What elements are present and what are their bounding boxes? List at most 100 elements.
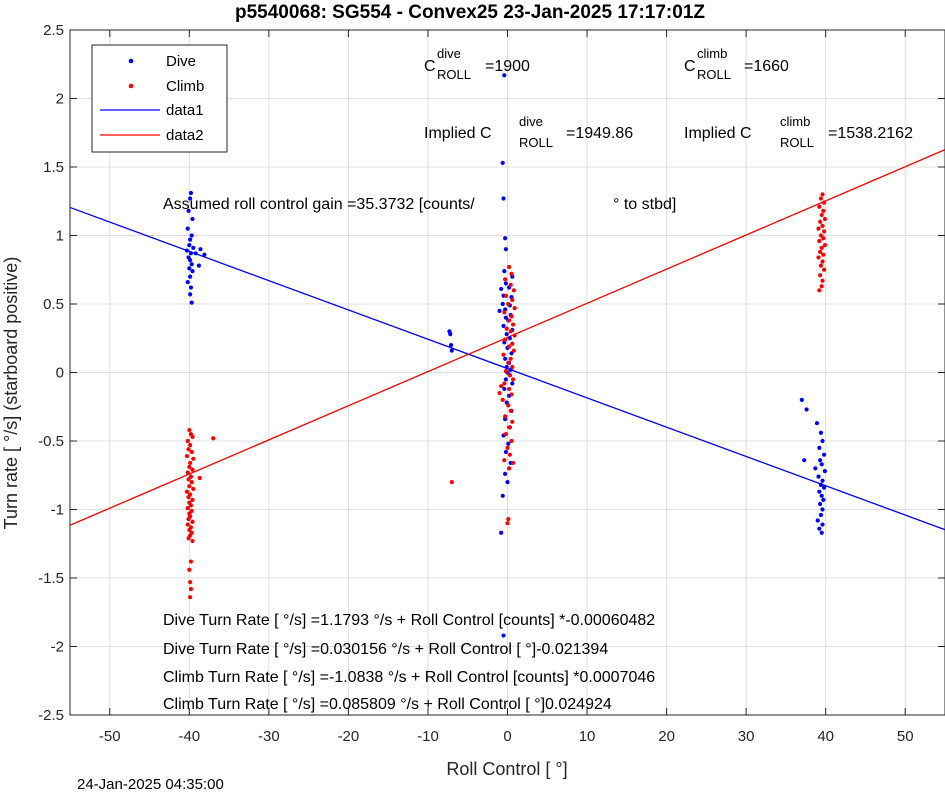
x-tick-label: 20: [658, 728, 675, 745]
y-tick-label: 1.5: [43, 159, 64, 176]
y-tick-label: -1: [51, 502, 64, 519]
point-dive: [819, 513, 823, 517]
point-dive: [186, 280, 190, 284]
x-tick-label: -30: [258, 728, 280, 745]
point-climb: [513, 333, 517, 337]
point-climb: [502, 381, 506, 385]
point-climb: [816, 255, 820, 259]
point-climb: [186, 477, 190, 481]
c-climb-superscript: climb: [697, 46, 727, 61]
point-dive: [188, 292, 192, 296]
point-climb: [510, 298, 514, 302]
point-climb: [504, 369, 508, 373]
point-dive: [503, 357, 507, 361]
point-dive: [502, 269, 506, 273]
point-dive: [187, 266, 191, 270]
point-dive: [505, 365, 509, 369]
point-climb: [211, 436, 215, 440]
point-dive: [449, 343, 453, 347]
point-climb: [510, 420, 514, 424]
point-climb: [506, 403, 510, 407]
x-tick-label: 50: [897, 728, 914, 745]
point-climb: [187, 484, 191, 488]
point-dive: [510, 381, 514, 385]
equation-climb-degrees: Climb Turn Rate [ °/s] =0.085809 °/s + R…: [163, 696, 612, 713]
y-tick-label: 0.5: [43, 296, 64, 313]
point-climb: [820, 279, 824, 283]
point-dive: [191, 246, 195, 250]
point-climb: [190, 468, 194, 472]
point-dive: [820, 522, 824, 526]
point-dive: [820, 494, 824, 498]
point-climb: [187, 568, 191, 572]
point-climb: [504, 432, 508, 436]
point-dive: [504, 450, 508, 454]
equation-dive-counts: Dive Turn Rate [ °/s] =1.1793 °/s + Roll…: [163, 612, 655, 629]
point-climb: [190, 520, 194, 524]
point-climb: [186, 495, 190, 499]
point-climb: [512, 348, 516, 352]
point-climb: [187, 465, 191, 469]
point-climb: [819, 264, 823, 268]
point-climb: [502, 458, 506, 462]
point-climb: [198, 476, 202, 480]
x-axis-label: Roll Control [ °]: [446, 759, 567, 779]
x-tick-label: 30: [738, 728, 755, 745]
point-climb: [506, 302, 510, 306]
point-climb: [820, 284, 824, 288]
point-climb: [505, 327, 509, 331]
x-tick-label: -20: [338, 728, 360, 745]
point-climb: [818, 220, 822, 224]
point-dive: [819, 431, 823, 435]
point-climb: [188, 580, 192, 584]
point-climb: [821, 236, 825, 240]
point-climb: [511, 377, 515, 381]
y-tick-label: -2.5: [38, 707, 64, 724]
point-dive: [188, 238, 192, 242]
y-axis-label: Turn rate [ °/s] (starboard positive): [1, 257, 21, 530]
point-dive: [190, 217, 194, 221]
x-tick-label: -10: [417, 728, 439, 745]
point-dive: [823, 469, 827, 473]
point-dive: [497, 309, 501, 313]
point-dive: [186, 227, 190, 231]
point-dive: [504, 247, 508, 251]
point-dive: [504, 377, 508, 381]
point-climb: [503, 414, 507, 418]
point-climb: [185, 454, 189, 458]
equation-climb-counts: Climb Turn Rate [ °/s] =-1.0838 °/s + Ro…: [163, 669, 655, 686]
point-climb: [506, 517, 510, 521]
point-climb: [188, 443, 192, 447]
point-climb: [190, 480, 194, 484]
point-climb: [505, 521, 509, 525]
point-dive: [198, 247, 202, 251]
y-tick-label: 0: [56, 365, 64, 382]
c-dive-value: =1900: [485, 58, 530, 75]
point-dive: [189, 251, 193, 255]
point-climb: [507, 344, 511, 348]
point-climb: [497, 391, 501, 395]
point-dive: [185, 248, 189, 252]
point-climb: [503, 338, 507, 342]
legend-dive-marker: [129, 59, 134, 64]
point-climb: [507, 387, 511, 391]
legend: Dive Climb data1 data2: [92, 45, 227, 152]
point-dive: [188, 258, 192, 262]
point-climb: [510, 365, 514, 369]
point-dive: [448, 332, 452, 336]
point-climb: [191, 487, 195, 491]
point-climb: [821, 253, 825, 257]
point-dive: [818, 502, 822, 506]
point-dive: [501, 196, 505, 200]
point-dive: [189, 285, 193, 289]
point-dive: [190, 301, 194, 305]
legend-climb-marker: [129, 84, 134, 89]
point-climb: [186, 470, 190, 474]
point-climb: [189, 587, 193, 591]
point-climb: [513, 306, 517, 310]
point-climb: [187, 428, 191, 432]
point-climb: [511, 322, 515, 326]
point-climb: [506, 361, 510, 365]
point-climb: [823, 243, 827, 247]
